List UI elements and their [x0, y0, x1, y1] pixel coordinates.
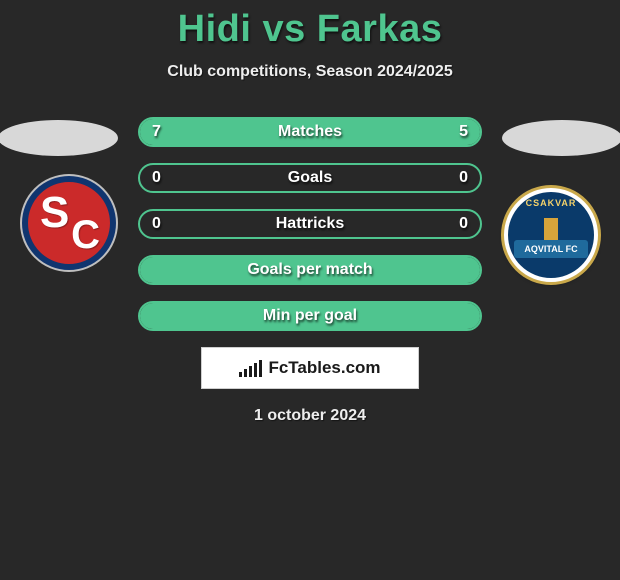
bar-icon-segment — [259, 360, 262, 377]
stat-row: Goals per match — [138, 255, 482, 285]
stats-block: 75Matches 00Goals 00Hattricks Goals per mat… — [138, 117, 482, 331]
player-halo-left — [0, 120, 118, 156]
stat-label: Goals — [140, 165, 480, 191]
bar-icon-segment — [239, 372, 242, 377]
subtitle: Club competitions, Season 2024/2025 — [0, 63, 620, 81]
badge-right-arc: CSAKVAR — [508, 198, 594, 208]
stat-row: Min per goal — [138, 301, 482, 331]
bar-chart-icon — [239, 359, 262, 377]
bar-icon-segment — [249, 366, 252, 377]
watermark-text: FcTables.com — [268, 358, 380, 378]
badge-left-letter-1: S — [40, 188, 69, 238]
watermark[interactable]: FcTables.com — [201, 347, 419, 389]
bar-icon-segment — [244, 369, 247, 377]
date-label: 1 october 2024 — [0, 407, 620, 425]
stat-label: Matches — [140, 119, 480, 145]
badge-right-tower-icon — [544, 218, 558, 240]
stat-row: 00Goals — [138, 163, 482, 193]
comparison-card: Hidi vs Farkas Club competitions, Season… — [0, 0, 620, 425]
stat-label: Hattricks — [140, 211, 480, 237]
bar-icon-segment — [254, 363, 257, 377]
player-halo-right — [502, 120, 620, 156]
stat-label: Min per goal — [140, 303, 480, 329]
stat-row: 00Hattricks — [138, 209, 482, 239]
badge-right-ribbon: AQVITAL FC — [514, 240, 588, 258]
stat-row: 75Matches — [138, 117, 482, 147]
club-badge-right: CSAKVAR AQVITAL FC — [504, 188, 598, 282]
club-badge-left: S C — [22, 176, 116, 270]
page-title: Hidi vs Farkas — [0, 8, 620, 51]
badge-left-letter-2: C — [71, 213, 100, 258]
stat-label: Goals per match — [140, 257, 480, 283]
